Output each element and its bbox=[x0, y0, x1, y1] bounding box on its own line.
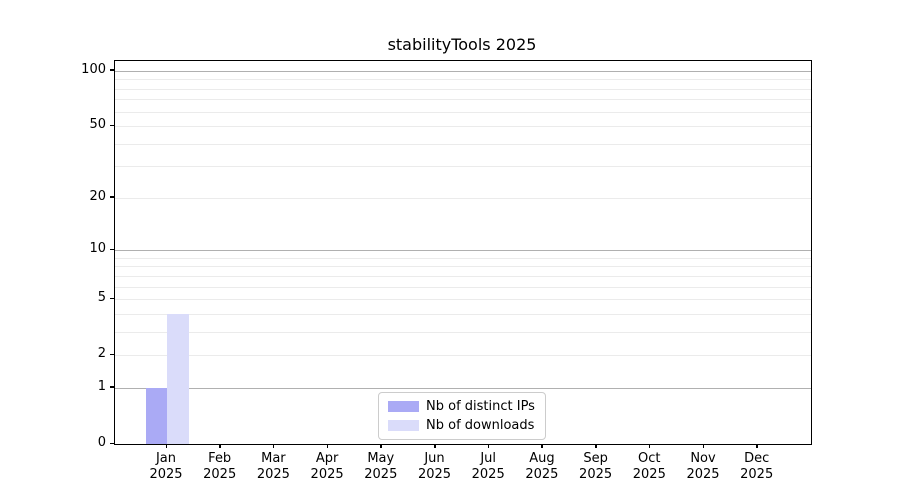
y-tick-label: 2 bbox=[97, 346, 106, 362]
legend-item-distinct-ips: Nb of distinct IPs bbox=[388, 398, 535, 415]
gridline-minor bbox=[115, 266, 811, 268]
gridline-minor bbox=[115, 197, 811, 199]
gridline-minor bbox=[115, 79, 811, 81]
gridline-minor bbox=[115, 143, 811, 145]
y-tick-mark bbox=[110, 248, 114, 251]
gridline-minor bbox=[115, 99, 811, 101]
gridline-minor bbox=[115, 275, 811, 277]
legend: Nb of distinct IPs Nb of downloads bbox=[378, 392, 546, 440]
x-tick-label-nov: Nov 2025 bbox=[686, 451, 720, 482]
x-tick-label-mar: Mar 2025 bbox=[256, 451, 290, 482]
legend-swatch-downloads bbox=[388, 420, 419, 431]
y-tick-label: 100 bbox=[81, 61, 106, 77]
gridline-minor bbox=[115, 331, 811, 333]
x-tick-label-feb: Feb 2025 bbox=[203, 451, 237, 482]
y-tick-mark bbox=[110, 442, 114, 444]
x-tick-mark bbox=[165, 444, 167, 448]
x-tick-label-sep: Sep 2025 bbox=[579, 451, 613, 482]
x-tick-label-apr: Apr 2025 bbox=[310, 451, 344, 482]
y-tick-mark bbox=[110, 124, 114, 127]
gridline-minor bbox=[115, 299, 811, 301]
x-tick-mark bbox=[272, 444, 275, 448]
y-tick-label: 5 bbox=[97, 290, 106, 306]
legend-label-downloads: Nb of downloads bbox=[426, 418, 535, 433]
legend-swatch-distinct-ips bbox=[388, 401, 419, 412]
x-tick-mark bbox=[326, 444, 329, 448]
y-tick-label: 10 bbox=[89, 241, 106, 257]
legend-item-downloads: Nb of downloads bbox=[388, 417, 535, 434]
x-tick-label-aug: Aug 2025 bbox=[525, 451, 559, 482]
bar-downloads-jan bbox=[167, 313, 189, 444]
x-tick-mark bbox=[702, 444, 704, 448]
gridline-minor bbox=[115, 313, 811, 315]
y-tick-mark bbox=[110, 196, 114, 198]
x-tick-mark bbox=[434, 444, 436, 448]
x-tick-label-may: May 2025 bbox=[364, 451, 398, 482]
y-tick-label: 0 bbox=[97, 435, 106, 450]
gridline-minor bbox=[115, 257, 811, 259]
bar-distinct-ips-jan bbox=[145, 387, 167, 444]
x-tick-mark bbox=[219, 444, 221, 448]
x-tick-mark bbox=[648, 444, 651, 448]
x-tick-mark bbox=[541, 444, 543, 448]
plot-area bbox=[114, 60, 812, 445]
y-tick-mark bbox=[110, 386, 114, 388]
gridline-minor bbox=[115, 166, 811, 168]
y-tick-label: 20 bbox=[89, 188, 106, 204]
x-tick-label-jun: Jun 2025 bbox=[417, 451, 452, 482]
gridline-major bbox=[115, 70, 811, 72]
x-tick-label-oct: Oct 2025 bbox=[632, 451, 666, 482]
gridline-minor bbox=[115, 111, 811, 113]
x-tick-label-dec: Dec 2025 bbox=[740, 451, 774, 482]
gridline-minor bbox=[115, 355, 811, 357]
gridline-major bbox=[115, 250, 811, 252]
gridline-minor bbox=[115, 286, 811, 288]
gridline-major bbox=[115, 387, 811, 389]
x-tick-mark bbox=[487, 444, 490, 448]
x-tick-label-jan: Jan 2025 bbox=[149, 451, 183, 482]
chart-title: stabilityTools 2025 bbox=[387, 35, 537, 54]
x-tick-label-jul: Jul 2025 bbox=[471, 451, 505, 482]
y-tick-mark bbox=[110, 353, 114, 356]
x-tick-mark bbox=[595, 444, 597, 448]
gridline-minor bbox=[115, 88, 811, 90]
x-tick-mark bbox=[756, 444, 758, 448]
y-tick-label: 1 bbox=[97, 378, 106, 394]
y-tick-mark bbox=[110, 297, 114, 300]
legend-label-distinct-ips: Nb of distinct IPs bbox=[426, 399, 535, 414]
y-tick-mark bbox=[110, 69, 114, 71]
gridline-minor bbox=[115, 126, 811, 128]
x-tick-mark bbox=[380, 444, 382, 448]
y-tick-label: 50 bbox=[89, 117, 106, 133]
